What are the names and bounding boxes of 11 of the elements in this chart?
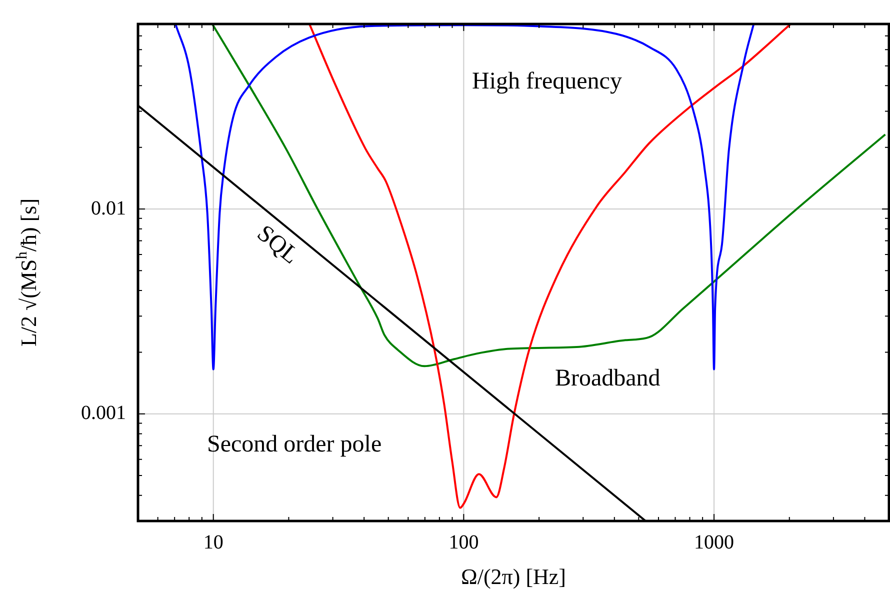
x-tick-label: 1000: [694, 531, 734, 554]
text: Second order pole: [207, 431, 382, 458]
series-label: High frequency: [472, 68, 622, 94]
series-label: Broadband: [555, 365, 660, 392]
text: SQL: [252, 220, 304, 270]
x-tick-label: 100: [448, 531, 479, 554]
y-axis-title: L/2 √(MSh/ħ) [s]: [13, 198, 41, 347]
x-axis-title: Ω/(2π) [Hz]: [460, 564, 566, 589]
y-tick-label: 0.001: [81, 402, 126, 424]
y-tick-label: 0.01: [91, 197, 126, 220]
x-tick-label: 10: [203, 531, 224, 554]
